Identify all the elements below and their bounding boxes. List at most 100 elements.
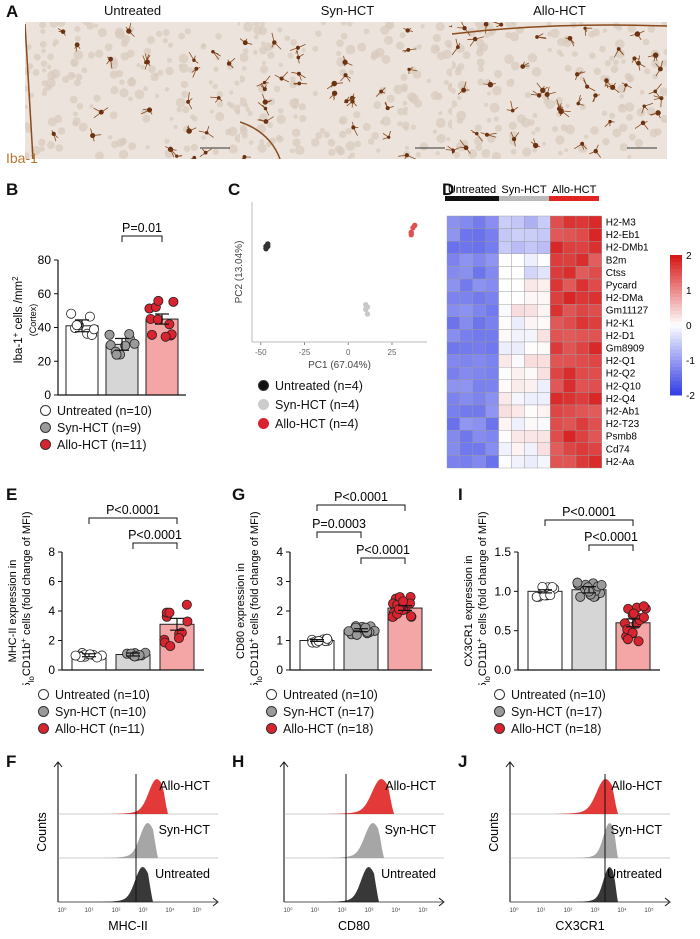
y-tick-label: 0 [276, 663, 283, 677]
heat-cell [562, 278, 577, 292]
heat-cell [498, 329, 512, 343]
tissue-cell [353, 111, 361, 119]
heat-cell [575, 316, 590, 330]
tissue-cell [277, 27, 283, 33]
x-tick-label: 10³ [139, 908, 148, 914]
heat-cell [537, 303, 551, 317]
heat-cell [498, 341, 512, 355]
tissue-cell [41, 68, 47, 73]
scale-swatch [670, 314, 682, 319]
heat-cell [472, 442, 486, 456]
y-axis-label: Counts [487, 812, 501, 852]
tissue-cell [319, 127, 326, 134]
tissue-cell [402, 100, 408, 106]
heat-cell [524, 429, 538, 443]
tissue-cell [260, 41, 266, 47]
heat-cell [549, 316, 564, 330]
tissue-cell [593, 67, 602, 76]
x-tick-label: 10² [564, 908, 573, 914]
heat-cell [459, 429, 473, 443]
heat-cell [472, 341, 486, 355]
group-bar-2 [549, 196, 599, 201]
tissue-cell [345, 44, 356, 55]
heat-cell [498, 366, 512, 380]
heat-cell [511, 455, 525, 469]
tissue-cell [432, 129, 438, 134]
tissue-cell [565, 103, 570, 108]
tissue-cell [294, 145, 305, 156]
heat-cell [549, 442, 564, 456]
tissue-cell [180, 80, 189, 89]
tissue-cell [142, 86, 149, 92]
heat-cell [459, 366, 473, 380]
heat-cell [446, 303, 461, 317]
tissue-cell [644, 68, 651, 75]
tissue-cell [541, 141, 547, 146]
tissue-cell [27, 63, 34, 70]
scale-swatch [670, 297, 682, 301]
tissue-cell [373, 101, 382, 110]
heat-cell [575, 455, 590, 469]
tissue-cell [338, 116, 348, 125]
x-tick-label: 10⁵ [418, 907, 428, 914]
e-legend-untreated: Untreated (n=10) [38, 688, 150, 702]
heat-cell [485, 228, 499, 242]
data-point [173, 633, 184, 644]
tissue-edge [25, 23, 34, 159]
heat-cell [472, 379, 486, 393]
heat-cell [588, 341, 602, 355]
heat-cell [562, 291, 577, 305]
micrograph-syn [240, 22, 455, 159]
data-point [181, 599, 192, 610]
microglia-cell [407, 67, 418, 74]
heat-cell [498, 392, 512, 406]
heat-cell [562, 329, 577, 343]
microglia-cell [346, 99, 357, 108]
scale-swatch [670, 279, 682, 284]
heat-cell [446, 442, 461, 456]
microglia-cell [575, 71, 586, 81]
tissue-cell [612, 59, 620, 66]
heat-cell [575, 366, 590, 380]
tissue-cell [571, 51, 578, 57]
tissue-cell [619, 103, 625, 109]
tissue-cell [153, 72, 159, 77]
tissue-cell [341, 22, 347, 26]
heat-cell [537, 316, 551, 330]
tissue-cell [452, 100, 458, 108]
tissue-cell [621, 59, 626, 64]
scale-swatch [670, 307, 682, 312]
chart-j: 10⁰ 10¹ 10² 10³ 10⁴ 10⁵ CX3CR1 Counts Allo-HCT Sy… [487, 761, 671, 933]
microglia-cell [403, 27, 413, 33]
heat-cell [524, 329, 538, 343]
tissue-cell [277, 108, 284, 114]
significance-bracket [316, 504, 406, 511]
tissue-cell [437, 51, 446, 61]
x-axis-label: CD80 [338, 919, 370, 933]
heat-cell [459, 215, 473, 229]
significance-bracket [360, 557, 406, 564]
x-tick-label: -50 [255, 348, 267, 357]
heat-cell [562, 429, 577, 443]
heat-cell [549, 429, 564, 443]
y-tick-label: 2 [276, 604, 283, 618]
tissue-cell [627, 154, 632, 159]
data-point [168, 296, 179, 307]
tissue-cell [182, 106, 190, 114]
gene-label: Ctss [606, 268, 626, 279]
heat-cell [511, 329, 525, 343]
tissue-cell [410, 124, 417, 130]
gene-label: H2-DMa [606, 293, 644, 304]
microglia-cell [480, 132, 497, 138]
tissue-cell [610, 65, 619, 74]
chart-e: 0 2 4 6 8 MHC-II expression inCD45loCD11b+ ce… [7, 503, 204, 685]
tissue-cell [340, 32, 348, 40]
heat-cell [498, 253, 512, 267]
heat-cell [459, 266, 473, 280]
tissue-cell [70, 73, 76, 78]
tissue-cell [642, 38, 650, 46]
tissue-cell [289, 148, 295, 154]
tissue-cell [41, 90, 48, 96]
track-label-2: Untreated [607, 867, 662, 881]
microglia-cell [604, 119, 615, 128]
